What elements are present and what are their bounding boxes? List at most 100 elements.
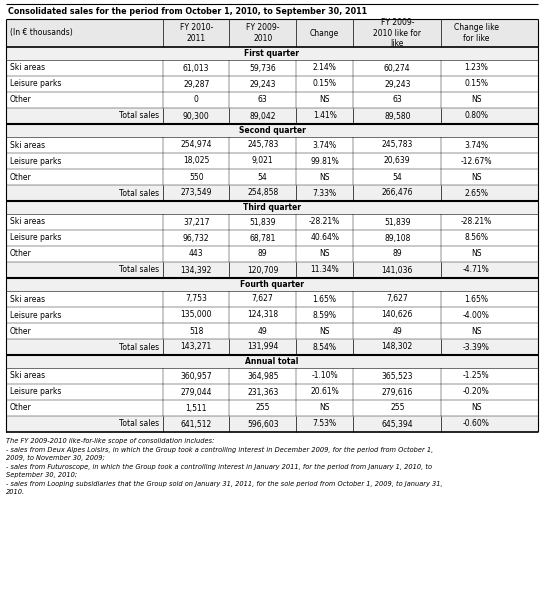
Text: 365,523: 365,523 xyxy=(381,371,413,381)
Text: 1.65%: 1.65% xyxy=(313,295,337,303)
Text: 63: 63 xyxy=(258,96,268,104)
Text: NS: NS xyxy=(471,96,481,104)
Text: FY 2010-
2011: FY 2010- 2011 xyxy=(180,23,213,43)
Text: Leisure parks: Leisure parks xyxy=(10,79,61,88)
Text: -28.21%: -28.21% xyxy=(309,217,341,227)
Text: 255: 255 xyxy=(390,403,405,413)
Text: 51,839: 51,839 xyxy=(384,217,411,227)
Text: 49: 49 xyxy=(258,327,268,335)
Text: 40.64%: 40.64% xyxy=(310,233,339,243)
Bar xyxy=(6,291,538,307)
Text: FY 2009-
2010: FY 2009- 2010 xyxy=(246,23,280,43)
Text: 1.23%: 1.23% xyxy=(465,63,488,72)
Text: 443: 443 xyxy=(189,249,203,258)
Text: Ski areas: Ski areas xyxy=(10,295,45,303)
Text: 255: 255 xyxy=(256,403,270,413)
Text: Total sales: Total sales xyxy=(119,419,159,429)
Text: 8.59%: 8.59% xyxy=(313,311,337,319)
Bar xyxy=(6,19,538,47)
Text: 0.15%: 0.15% xyxy=(313,79,337,88)
Text: 7,753: 7,753 xyxy=(186,295,207,303)
Text: September 30, 2010;: September 30, 2010; xyxy=(6,472,77,478)
Text: 54: 54 xyxy=(392,173,402,182)
Text: - sales from Futuroscope, in which the Group took a controlling interest in Janu: - sales from Futuroscope, in which the G… xyxy=(6,464,432,470)
Text: NS: NS xyxy=(319,327,330,335)
Text: Other: Other xyxy=(10,173,32,182)
Text: 3.74%: 3.74% xyxy=(313,141,337,149)
Text: The FY 2009-2010 like-for-like scope of consolidation includes:: The FY 2009-2010 like-for-like scope of … xyxy=(6,438,214,444)
Bar xyxy=(6,307,538,323)
Text: -1.25%: -1.25% xyxy=(463,371,490,381)
Text: Other: Other xyxy=(10,96,32,104)
Text: 279,044: 279,044 xyxy=(181,387,212,397)
Text: 8.56%: 8.56% xyxy=(464,233,489,243)
Text: 2010.: 2010. xyxy=(6,489,25,495)
Text: 18,025: 18,025 xyxy=(183,157,209,166)
Text: NS: NS xyxy=(319,403,330,413)
Bar xyxy=(6,384,538,400)
Bar xyxy=(6,60,538,76)
Text: 131,994: 131,994 xyxy=(247,343,279,351)
Text: 245,783: 245,783 xyxy=(381,141,413,149)
Text: 141,036: 141,036 xyxy=(381,265,413,274)
Text: 20.61%: 20.61% xyxy=(310,387,339,397)
Text: -4.00%: -4.00% xyxy=(463,311,490,319)
Text: 54: 54 xyxy=(258,173,268,182)
Bar xyxy=(6,400,538,416)
Bar xyxy=(6,76,538,92)
Text: 0: 0 xyxy=(194,96,199,104)
Text: Leisure parks: Leisure parks xyxy=(10,233,61,243)
Text: 29,243: 29,243 xyxy=(250,79,276,88)
Text: 273,549: 273,549 xyxy=(181,188,212,198)
Text: -0.60%: -0.60% xyxy=(463,419,490,429)
Text: 596,603: 596,603 xyxy=(247,419,279,429)
Text: - sales from Deux Alpes Loisirs, in which the Group took a controlling interest : - sales from Deux Alpes Loisirs, in whic… xyxy=(6,446,433,453)
Text: NS: NS xyxy=(471,403,481,413)
Text: 360,957: 360,957 xyxy=(181,371,212,381)
Text: 7,627: 7,627 xyxy=(386,295,408,303)
Bar xyxy=(6,47,538,60)
Text: 143,271: 143,271 xyxy=(181,343,212,351)
Text: Annual total: Annual total xyxy=(245,357,299,366)
Text: 518: 518 xyxy=(189,327,203,335)
Text: 99.81%: 99.81% xyxy=(310,157,339,166)
Bar xyxy=(6,416,538,432)
Bar xyxy=(6,153,538,169)
Text: 11.34%: 11.34% xyxy=(310,265,339,274)
Text: 8.54%: 8.54% xyxy=(313,343,337,351)
Text: 140,626: 140,626 xyxy=(381,311,413,319)
Bar xyxy=(6,201,538,214)
Text: 96,732: 96,732 xyxy=(183,233,209,243)
Text: 29,243: 29,243 xyxy=(384,79,411,88)
Text: Ski areas: Ski areas xyxy=(10,63,45,72)
Text: Change like
for like: Change like for like xyxy=(454,23,499,43)
Text: 89,580: 89,580 xyxy=(384,112,411,120)
Bar xyxy=(6,137,538,153)
Bar xyxy=(6,124,538,137)
Text: 134,392: 134,392 xyxy=(181,265,212,274)
Text: 2.65%: 2.65% xyxy=(464,188,489,198)
Text: 51,839: 51,839 xyxy=(250,217,276,227)
Bar xyxy=(6,108,538,124)
Text: 29,287: 29,287 xyxy=(183,79,209,88)
Text: Total sales: Total sales xyxy=(119,265,159,274)
Text: Other: Other xyxy=(10,327,32,335)
Bar xyxy=(6,214,538,230)
Text: 89,108: 89,108 xyxy=(384,233,411,243)
Bar xyxy=(6,323,538,339)
Text: Ski areas: Ski areas xyxy=(10,371,45,381)
Text: Other: Other xyxy=(10,403,32,413)
Text: 364,985: 364,985 xyxy=(247,371,279,381)
Text: 1.41%: 1.41% xyxy=(313,112,337,120)
Text: 120,709: 120,709 xyxy=(247,265,279,274)
Bar xyxy=(6,92,538,108)
Text: 641,512: 641,512 xyxy=(181,419,212,429)
Text: Leisure parks: Leisure parks xyxy=(10,157,61,166)
Text: Total sales: Total sales xyxy=(119,343,159,351)
Text: 61,013: 61,013 xyxy=(183,63,209,72)
Text: 9,021: 9,021 xyxy=(252,157,274,166)
Text: -4.71%: -4.71% xyxy=(463,265,490,274)
Text: 254,974: 254,974 xyxy=(181,141,212,149)
Text: 148,302: 148,302 xyxy=(382,343,413,351)
Text: 37,217: 37,217 xyxy=(183,217,209,227)
